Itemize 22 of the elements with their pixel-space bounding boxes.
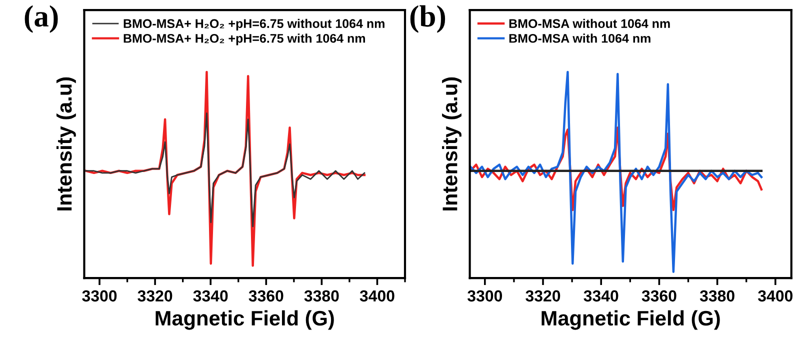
legend-label: BMO-MSA+ H₂O₂ +pH=6.75 without 1064 nm: [124, 18, 384, 30]
x-tick-label: 3360: [642, 290, 676, 302]
text: (b): [410, 5, 446, 33]
legend-label: BMO-MSA without 1064 nm: [509, 18, 670, 28]
y-axis-title: Intensity (a.u): [56, 77, 76, 210]
x-tick-label: 3400: [758, 290, 793, 302]
legend-label: BMO-MSA with 1064 nm: [509, 34, 650, 43]
x-tick-label: 3320: [526, 290, 560, 302]
x-tick-label: 3380: [700, 290, 734, 302]
x-tick-label: 3300: [82, 290, 117, 302]
y-axis-title: Intensity (a.u): [442, 77, 462, 210]
legend-label: BMO-MSA+ H₂O₂ +pH=6.75 with 1064 nm: [124, 34, 365, 46]
x-tick-label: 3380: [304, 290, 339, 302]
x-axis-title: Magnetic Field (G): [542, 310, 720, 330]
x-axis-title: Magnetic Field (G): [156, 310, 334, 330]
x-tick-label: 3340: [193, 290, 228, 302]
x-tick-label: 3320: [138, 290, 172, 302]
x-tick-label: 3300: [468, 290, 502, 302]
x-tick-label: 3340: [584, 290, 618, 302]
x-tick-label: 3400: [360, 290, 394, 302]
x-tick-label: 3360: [248, 290, 284, 302]
text: (a): [24, 5, 58, 33]
